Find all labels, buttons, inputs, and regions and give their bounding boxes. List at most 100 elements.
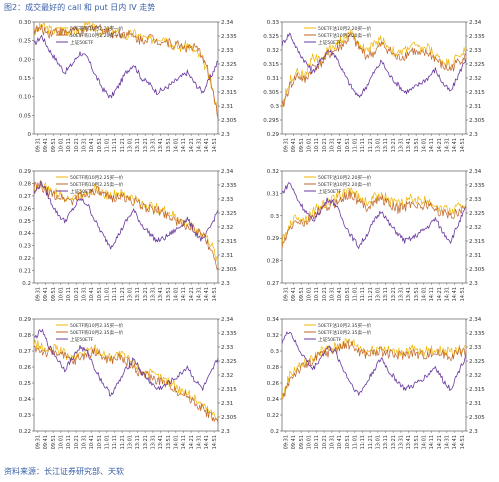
x-tick-label: 09:41 (43, 435, 49, 449)
x-tick-label: 11:21 (120, 435, 126, 449)
x-tick-label: 10:31 (329, 435, 335, 449)
x-tick-label: 14:51 (212, 287, 218, 301)
x-tick-label: 13:11 (135, 138, 141, 152)
x-tick-label: 11:01 (352, 435, 358, 449)
y-tick-label: 0.27 (19, 349, 32, 355)
y-tick-label: 0.3 (270, 214, 279, 220)
x-tick-label: 14:31 (444, 435, 450, 449)
legend-label: 50ETF购10月2.35买一价 (70, 322, 124, 329)
x-tick-label: 10:21 (322, 287, 328, 301)
y2-tick-label: 2.31 (469, 104, 481, 110)
x-tick-label: 14:11 (429, 435, 435, 449)
y2-tick-label: 2.31 (469, 253, 481, 259)
x-tick-label: 10:31 (81, 287, 87, 301)
x-tick-label: 11:11 (360, 435, 366, 449)
x-tick-label: 13:21 (143, 138, 149, 152)
x-tick-label: 13:11 (135, 287, 141, 301)
y2-tick-label: 2.3 (221, 281, 230, 287)
x-tick-label: 14:21 (189, 435, 195, 449)
y2-tick-label: 2.34 (221, 20, 234, 26)
y2-tick-label: 2.33 (469, 48, 482, 54)
x-tick-label: 10:41 (337, 287, 343, 301)
y2-tick-label: 2.325 (221, 359, 237, 365)
y-tick-label: 0.22 (19, 256, 31, 262)
y2-tick-label: 2.315 (221, 239, 237, 245)
x-tick-label: 09:31 (283, 287, 289, 301)
y2-tick-label: 2.34 (469, 317, 482, 323)
y-tick-label: 0.20 (19, 57, 32, 63)
y2-tick-label: 2.33 (469, 197, 482, 203)
x-tick-label: 13:51 (414, 138, 420, 152)
y-tick-label: 0.325 (263, 34, 279, 40)
y2-tick-label: 2.34 (221, 169, 234, 175)
x-tick-label: 14:11 (181, 287, 187, 301)
x-tick-label: 10:11 (66, 287, 72, 301)
y-tick-label: 0.23 (19, 413, 32, 419)
x-tick-label: 14:41 (452, 138, 458, 152)
x-tick-label: 11:01 (352, 287, 358, 301)
x-tick-label: 11:01 (352, 138, 358, 152)
x-tick-label: 10:51 (97, 287, 103, 301)
y-tick-label: 0.23 (19, 244, 32, 250)
x-tick-label: 10:41 (89, 435, 95, 449)
x-tick-label: 09:51 (51, 287, 57, 301)
legend-label: 上证50ETF (318, 336, 342, 343)
x-tick-label: 13:41 (158, 138, 164, 152)
x-tick-label: 14:51 (212, 138, 218, 152)
x-tick-label: 11:11 (112, 287, 118, 301)
series-line-2 (33, 181, 219, 270)
x-tick-label: 10:11 (66, 138, 72, 152)
y2-tick-label: 2.33 (221, 345, 234, 351)
y-tick-label: 0.28 (19, 333, 32, 339)
x-tick-label: 13:21 (143, 287, 149, 301)
x-tick-label: 13:31 (398, 435, 404, 449)
x-tick-label: 11:11 (360, 138, 366, 152)
legend-label: 上证50ETF (318, 39, 342, 46)
y2-tick-label: 2.32 (221, 76, 233, 82)
y2-tick-label: 2.335 (221, 183, 237, 189)
y2-tick-label: 2.325 (221, 62, 237, 68)
x-tick-label: 13:31 (150, 287, 156, 301)
x-tick-label: 13:01 (375, 287, 381, 301)
x-tick-label: 14:01 (173, 138, 179, 152)
x-tick-label: 14:31 (444, 287, 450, 301)
series-line-3 (33, 180, 219, 250)
x-tick-label: 11:11 (112, 138, 118, 152)
y2-tick-label: 2.315 (221, 90, 237, 96)
x-tick-label: 09:41 (291, 287, 297, 301)
y2-tick-label: 2.335 (469, 331, 485, 337)
x-tick-label: 13:11 (383, 287, 389, 301)
y-tick-label: 0.30 (19, 20, 32, 26)
x-tick-label: 13:31 (398, 138, 404, 152)
x-tick-label: 10:01 (306, 435, 312, 449)
y2-tick-label: 2.305 (469, 118, 485, 124)
x-tick-label: 10:01 (306, 138, 312, 152)
y2-tick-label: 2.31 (221, 104, 233, 110)
y-tick-label: 0.2 (22, 281, 31, 287)
legend-label: 50ETF沽10月2.20卖一价 (318, 32, 372, 39)
chart-panel-2: 0.29 0.295 0.3 0.305 0.31 0.315 0.32 0.325 0.33 2… (263, 20, 485, 152)
y-tick-label: 0.24 (19, 397, 32, 403)
x-tick-label: 14:11 (429, 287, 435, 301)
series-line-2 (281, 189, 467, 250)
y2-tick-label: 2.305 (221, 415, 237, 421)
x-tick-label: 09:31 (35, 287, 41, 301)
x-tick-label: 10:11 (314, 287, 320, 301)
x-tick-label: 10:51 (97, 138, 103, 152)
series-line-1 (33, 339, 219, 420)
legend-label: 50ETF购10月2.25买一价 (70, 174, 124, 181)
x-tick-label: 13:01 (127, 435, 133, 449)
x-tick-label: 14:21 (437, 287, 443, 301)
figure-source: 资料来源：长江证券研究部、天软 (4, 467, 124, 476)
x-tick-label: 10:51 (345, 435, 351, 449)
x-tick-label: 09:31 (283, 435, 289, 449)
legend-label: 上证50ETF (70, 188, 94, 195)
x-tick-label: 13:41 (406, 138, 412, 152)
y-tick-label: 0.33 (267, 20, 280, 26)
chart-panel-6: 0.2 0.22 0.24 0.26 0.28 0.3 0.32 0.34 2.3 2.305 2.… (267, 317, 485, 449)
x-tick-label: 13:41 (158, 287, 164, 301)
series-line-3 (281, 32, 467, 98)
x-tick-label: 09:41 (291, 435, 297, 449)
y2-tick-label: 2.305 (221, 118, 237, 124)
x-tick-label: 10:01 (58, 435, 64, 449)
